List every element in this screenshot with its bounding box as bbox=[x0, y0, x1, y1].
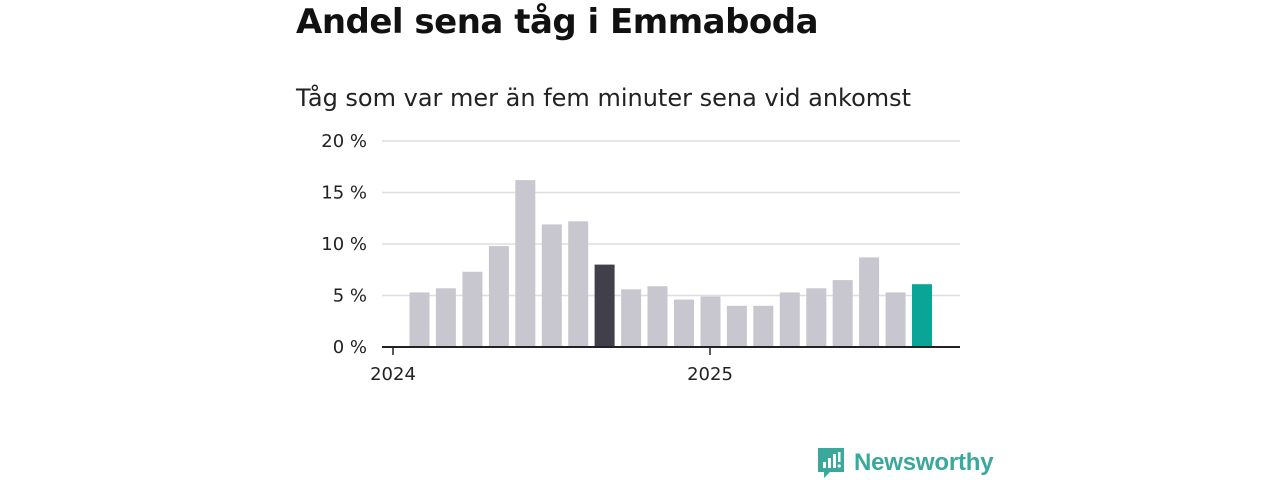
bar bbox=[859, 257, 880, 347]
x-tick-label: 2024 bbox=[370, 364, 416, 385]
bar bbox=[462, 271, 483, 347]
bar bbox=[753, 305, 774, 347]
bar bbox=[832, 280, 853, 347]
bar bbox=[488, 246, 509, 347]
bar bbox=[621, 289, 642, 347]
y-tick-label: 10 % bbox=[321, 234, 367, 255]
brand-name: Newsworthy bbox=[854, 449, 994, 476]
bar bbox=[568, 221, 589, 347]
bars bbox=[409, 180, 932, 347]
bar bbox=[726, 305, 747, 347]
bar bbox=[594, 264, 615, 347]
x-tick-label: 2025 bbox=[687, 364, 733, 385]
y-axis-ticks: 0 % 5 % 10 % 15 % 20 % bbox=[321, 131, 367, 358]
y-tick-label: 5 % bbox=[333, 286, 367, 307]
bar bbox=[912, 284, 932, 347]
newsworthy-logo-icon bbox=[818, 448, 844, 478]
bar bbox=[700, 296, 721, 347]
chart-title: Andel sena tåg i Emmaboda bbox=[296, 2, 819, 42]
bar bbox=[435, 288, 456, 347]
bar bbox=[409, 292, 430, 347]
bar bbox=[806, 288, 827, 347]
y-tick-label: 15 % bbox=[321, 183, 367, 204]
newsworthy-brand: Newsworthy bbox=[816, 446, 994, 480]
bar bbox=[515, 180, 536, 347]
y-tick-label: 20 % bbox=[321, 131, 367, 152]
bar bbox=[647, 286, 668, 347]
chart-subtitle: Tåg som var mer än fem minuter sena vid … bbox=[296, 84, 912, 112]
bar bbox=[885, 292, 906, 347]
x-axis-ticks: 2024 2025 bbox=[370, 347, 733, 385]
bar bbox=[541, 224, 562, 347]
bar bbox=[779, 292, 800, 347]
y-tick-label: 0 % bbox=[333, 337, 367, 358]
bar bbox=[674, 299, 694, 347]
